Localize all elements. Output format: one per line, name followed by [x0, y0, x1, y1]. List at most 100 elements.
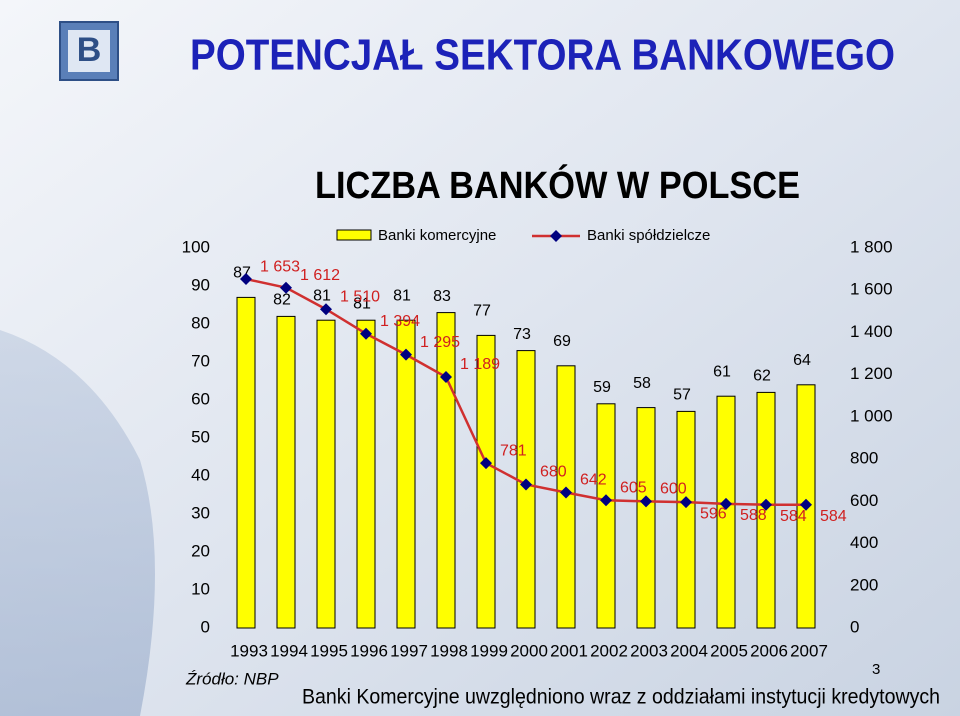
- bar: [716, 395, 736, 629]
- y-tick-label: 30: [191, 503, 210, 522]
- bar: [676, 410, 696, 629]
- y2-tick-label: 1 800: [850, 237, 893, 256]
- bar-label: 73: [513, 326, 531, 343]
- x-tick-label: 2006: [750, 641, 788, 660]
- bar: [476, 334, 496, 629]
- y-tick-label: 60: [191, 389, 210, 408]
- marker: [240, 273, 252, 286]
- line-label: 584: [820, 508, 847, 525]
- x-tick-label: 1996: [350, 641, 388, 660]
- line-label: 642: [580, 472, 607, 489]
- x-tick-label: 2000: [510, 641, 548, 660]
- marker: [600, 494, 612, 507]
- bar-label: 83: [433, 288, 451, 305]
- logo: B: [59, 21, 119, 81]
- y-tick-label: 0: [201, 617, 210, 636]
- chart-title: LICZBA BANKÓW W POLSCE: [315, 163, 800, 207]
- y-tick-label: 80: [191, 313, 210, 332]
- line-label: 1 189: [460, 356, 500, 373]
- bar-label: 58: [633, 375, 651, 392]
- marker: [760, 498, 772, 511]
- svg-text:B: B: [77, 31, 102, 69]
- marker: [720, 497, 732, 510]
- line-label: 600: [660, 481, 687, 498]
- y2-tick-label: 1 200: [850, 364, 893, 383]
- x-tick-label: 1997: [390, 641, 428, 660]
- bar: [316, 319, 336, 629]
- line-label: 680: [540, 464, 567, 481]
- marker: [280, 281, 292, 294]
- bar-label: 82: [273, 292, 291, 309]
- line-label: 584: [780, 508, 807, 525]
- bar-label: 81: [313, 287, 331, 304]
- y-tick-label: 10: [191, 579, 210, 598]
- x-tick-label: 2007: [790, 641, 828, 660]
- bar-label: 77: [473, 303, 491, 320]
- y2-tick-label: 1 000: [850, 406, 893, 425]
- bar-label: 57: [673, 387, 691, 404]
- y-tick-label: 20: [191, 541, 210, 560]
- y2-tick-label: 200: [850, 575, 878, 594]
- y2-tick-label: 1 600: [850, 280, 893, 299]
- y2-tick-label: 1 400: [850, 322, 893, 341]
- line-label: 1 612: [300, 267, 340, 284]
- legend-swatch: [336, 229, 372, 241]
- legend-marker: [550, 230, 562, 242]
- bar-label: 69: [553, 333, 571, 350]
- x-tick-label: 1993: [230, 641, 268, 660]
- bar: [396, 319, 416, 629]
- bar-label: 62: [753, 368, 771, 385]
- line-label: 781: [500, 442, 527, 459]
- y2-tick-label: 400: [850, 533, 878, 552]
- source: Źródło: NBP: [185, 669, 279, 688]
- y2-tick-label: 0: [850, 617, 859, 636]
- background-shape: [0, 330, 155, 716]
- x-tick-label: 1999: [470, 641, 508, 660]
- x-tick-label: 2003: [630, 641, 668, 660]
- marker: [680, 496, 692, 509]
- marker: [360, 327, 372, 340]
- marker: [440, 370, 452, 383]
- page-number: 3: [872, 661, 880, 678]
- marker: [480, 457, 492, 470]
- bar: [356, 319, 376, 629]
- line-label: 588: [740, 507, 767, 524]
- footnote: Banki Komercyjne uwzględniono wraz z odd…: [302, 686, 940, 709]
- y2-tick-label: 600: [850, 491, 878, 510]
- marker: [640, 495, 652, 508]
- bar: [596, 403, 616, 629]
- marker: [520, 478, 532, 491]
- line-label: 1 653: [260, 258, 300, 275]
- bar: [436, 312, 456, 629]
- line-label: 596: [700, 505, 727, 522]
- marker: [320, 303, 332, 316]
- bar: [276, 315, 296, 629]
- x-tick-label: 1994: [270, 641, 308, 660]
- x-tick-label: 2005: [710, 641, 748, 660]
- legend-label: Banki komercyjne: [378, 227, 496, 244]
- y-tick-label: 100: [182, 237, 210, 256]
- marker: [560, 486, 572, 499]
- x-tick-label: 2001: [550, 641, 588, 660]
- line-label: 1 510: [340, 288, 380, 305]
- bar: [236, 296, 256, 629]
- slide-title: POTENCJAŁ SEKTORA BANKOWEGO: [190, 31, 895, 80]
- marker: [800, 498, 812, 511]
- y-tick-label: 40: [191, 465, 210, 484]
- x-tick-label: 2002: [590, 641, 628, 660]
- x-tick-label: 1998: [430, 641, 468, 660]
- marker: [400, 348, 412, 361]
- bar-label: 64: [793, 352, 811, 369]
- y-tick-label: 70: [191, 351, 210, 370]
- y-tick-label: 90: [191, 275, 210, 294]
- x-tick-label: 1995: [310, 641, 348, 660]
- bar: [636, 407, 656, 629]
- y-tick-label: 50: [191, 427, 210, 446]
- line-label: 1 295: [420, 334, 460, 351]
- line-label: 605: [620, 479, 647, 496]
- legend: Banki komercyjne Banki spółdzielcze: [336, 227, 710, 244]
- bar-label: 81: [393, 287, 411, 304]
- bar-label: 61: [713, 363, 731, 380]
